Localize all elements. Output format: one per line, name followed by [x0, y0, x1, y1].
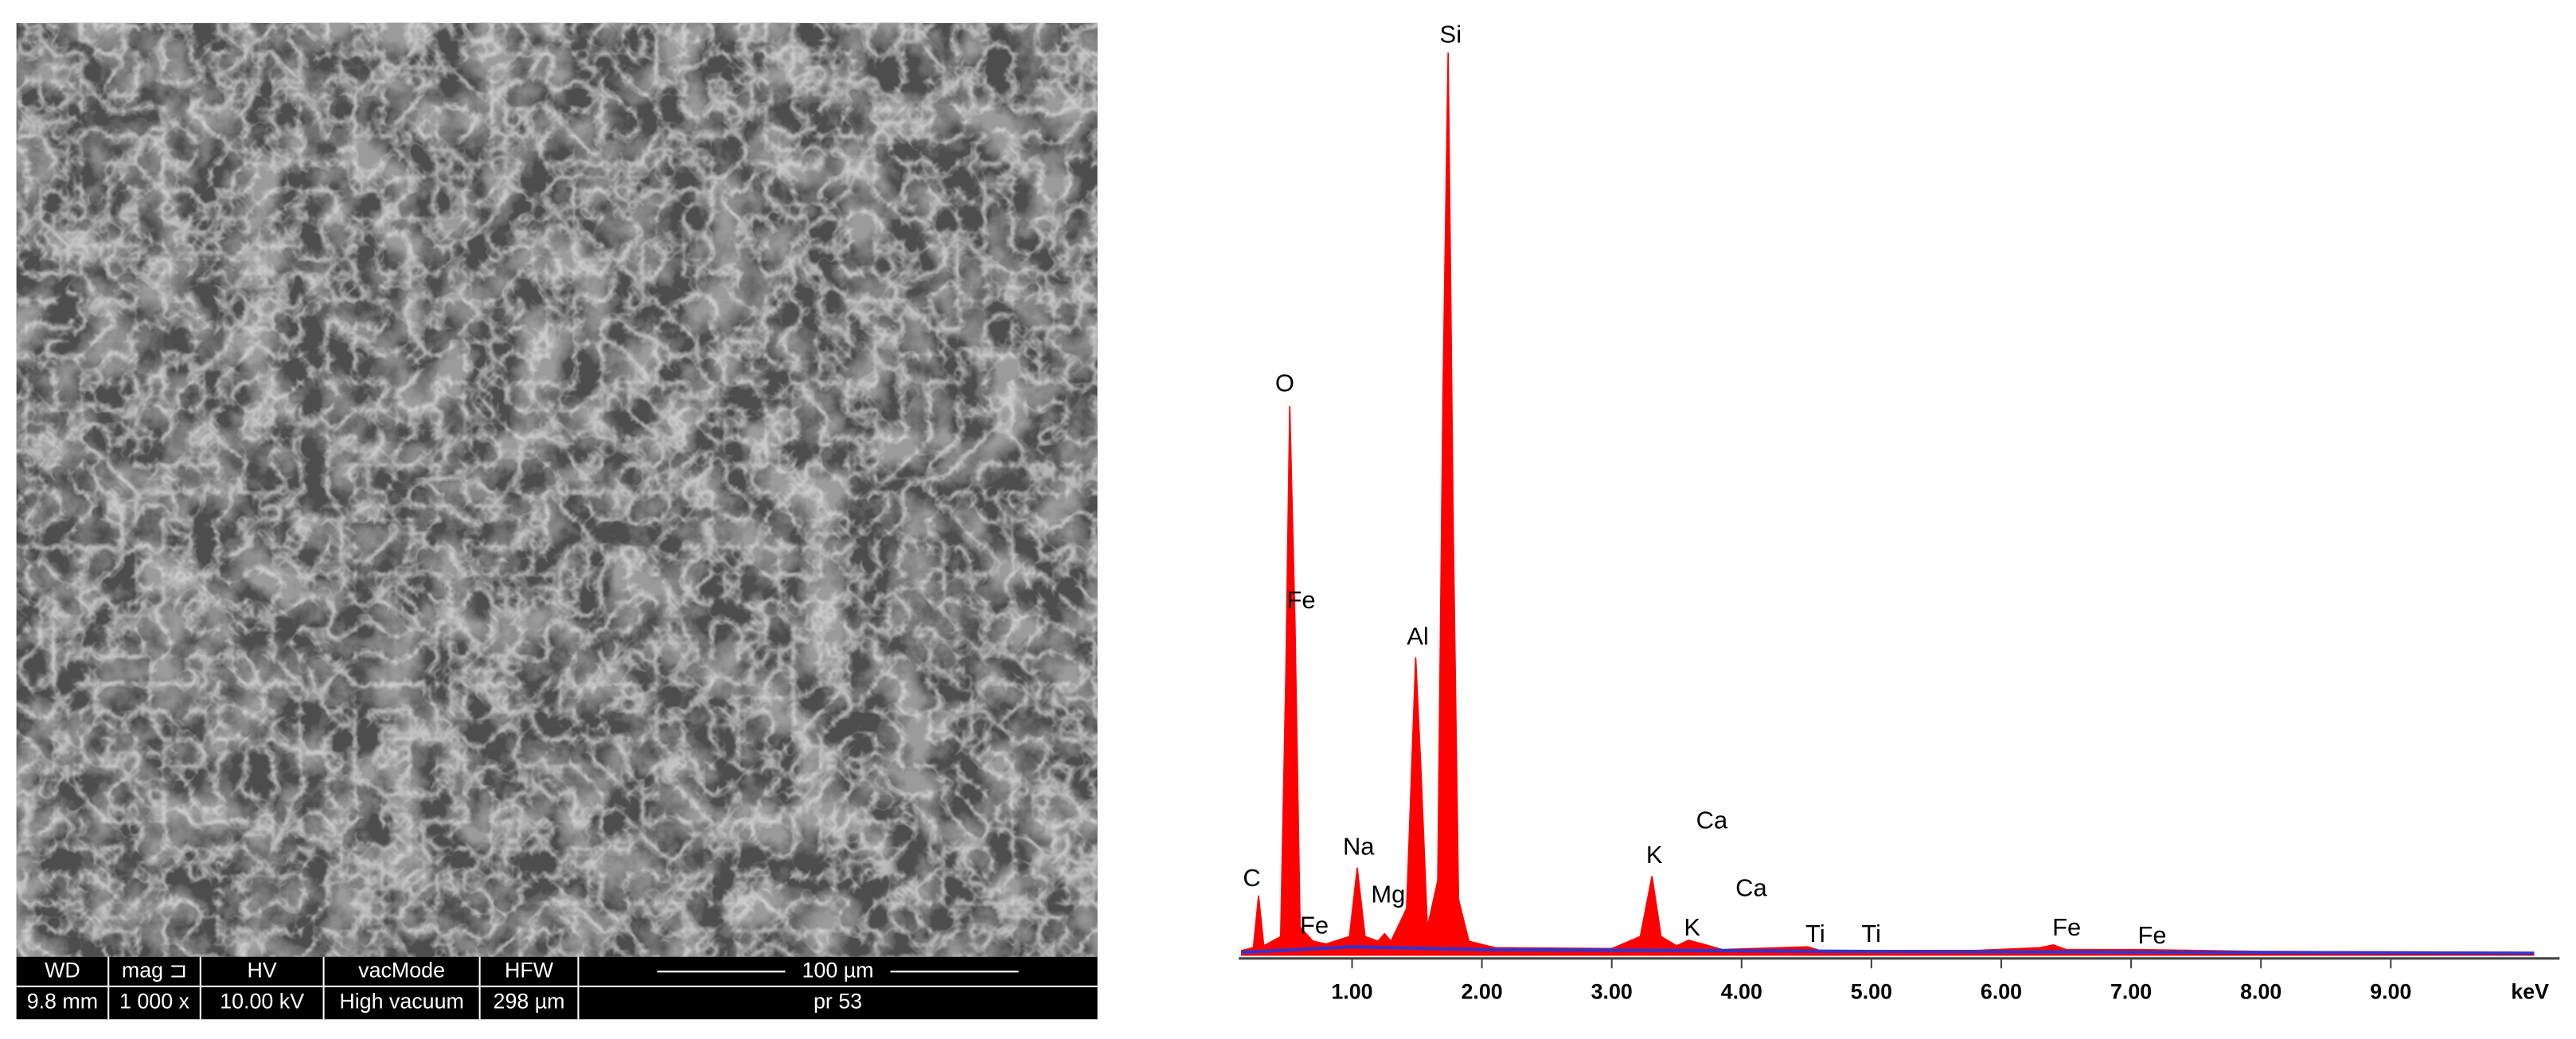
peak-label: Ca [1735, 873, 1767, 901]
peak-label: Si [1440, 21, 1462, 49]
background-line [1241, 945, 2534, 955]
x-tick-label: 9.00 [2370, 979, 2411, 1003]
info-value: 9.8 mm [27, 990, 98, 1014]
x-tick-label: 8.00 [2240, 979, 2281, 1003]
sem-info-bar: 100 µm pr 53 WD 9.8 mm mag ⊐ 1 000 x HV 10.00… [16, 956, 1098, 1020]
info-header: vacMode [358, 958, 445, 982]
sem-image [16, 22, 1098, 957]
x-tick-label: 7.00 [2110, 979, 2152, 1003]
info-header: HFW [505, 958, 554, 982]
info-header: mag ⊐ [122, 958, 187, 982]
info-value: 1 000 x [119, 990, 190, 1014]
scale-bar-label: 100 µm [802, 958, 874, 982]
peak-label: Fe [1286, 586, 1315, 614]
x-tick-label: 4.00 [1721, 979, 1762, 1003]
peak-label: Fe [1300, 912, 1329, 939]
spectrum-area [1241, 53, 2535, 956]
sem-highlights [16, 22, 1098, 957]
peak-label: Fe [2052, 913, 2081, 941]
info-header: HV [248, 958, 277, 982]
info-bar-bg [16, 956, 1098, 1020]
peak-label: Mg [1371, 881, 1405, 908]
sample-label: pr 53 [814, 990, 862, 1014]
peak-label: O [1275, 369, 1294, 396]
info-value: 10.00 kV [220, 990, 304, 1014]
x-axis-label: keV [2511, 979, 2549, 1003]
x-tick-label: 6.00 [1981, 979, 2022, 1003]
x-tick-label: 5.00 [1851, 979, 1892, 1003]
info-value: 298 µm [494, 990, 565, 1014]
x-tick-label: 1.00 [1331, 979, 1372, 1003]
peak-label: K [1684, 913, 1700, 941]
x-tick-label: 2.00 [1461, 979, 1502, 1003]
peak-label: K [1646, 841, 1663, 869]
peak-label: Ca [1696, 807, 1728, 834]
info-value: High vacuum [339, 990, 464, 1014]
x-tick-label: 3.00 [1591, 979, 1633, 1003]
peak-label: Al [1407, 622, 1429, 650]
peak-label: Ti [1805, 920, 1825, 947]
peak-label: Fe [2137, 921, 2166, 949]
info-header: WD [45, 958, 80, 982]
info-bar-lines [16, 956, 1098, 1020]
peak-label: Na [1343, 833, 1375, 861]
peak-label: Ti [1861, 920, 1881, 947]
peak-label: C [1243, 864, 1260, 892]
